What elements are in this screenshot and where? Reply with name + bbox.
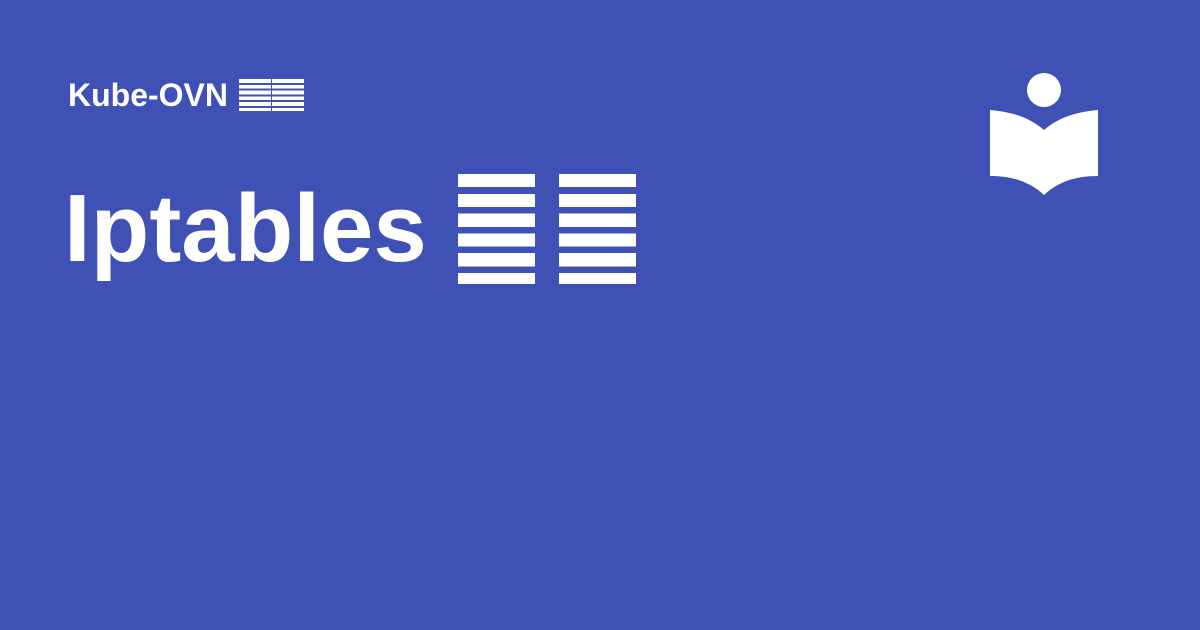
page-title: Iptables: [64, 174, 637, 285]
page-title-text: Iptables: [64, 175, 427, 283]
site-name-glyphs: [239, 79, 304, 111]
missing-glyph-icon: [239, 79, 271, 111]
missing-glyph-icon: [272, 79, 304, 111]
site-name-text: Kube-OVN: [68, 77, 228, 113]
missing-glyph-icon: [559, 174, 637, 285]
book-reader-icon: [990, 73, 1098, 195]
site-name: Kube-OVN: [68, 74, 304, 116]
page-title-glyphs: [458, 174, 637, 285]
missing-glyph-icon: [458, 174, 536, 285]
